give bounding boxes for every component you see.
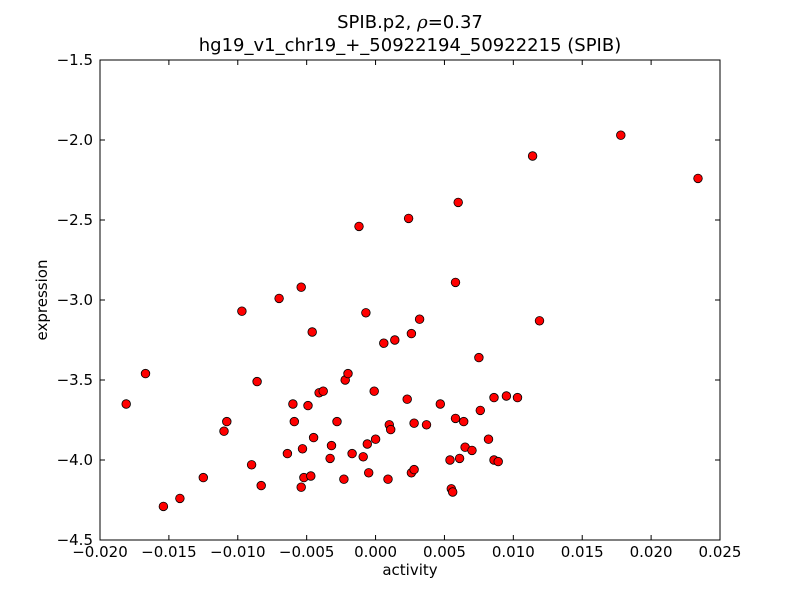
- scatter-point: [435, 399, 446, 409]
- y-axis-label: expression: [33, 259, 51, 341]
- rho-symbol: ρ: [417, 12, 428, 33]
- scatter-point: [448, 487, 458, 497]
- x-tick-label: 0.015: [561, 543, 604, 561]
- scatter-point: [450, 277, 461, 288]
- scatter-point: [252, 376, 262, 387]
- scatter-point: [237, 306, 247, 316]
- scatter-point: [297, 444, 308, 454]
- scatter-point: [454, 453, 465, 464]
- scatter-point: [121, 399, 131, 409]
- scatter-point: [282, 448, 293, 459]
- scatter-point: [347, 448, 357, 459]
- y-tick-label: −4.0: [57, 451, 93, 469]
- scatter-point: [493, 456, 503, 467]
- scatter-point: [361, 308, 371, 318]
- x-tick-label: −0.020: [72, 543, 128, 561]
- scatter-point: [512, 392, 523, 403]
- y-tick-label: −3.0: [57, 291, 93, 309]
- scatter-point: [379, 338, 389, 348]
- x-axis-label: activity: [382, 561, 438, 579]
- plot-frame: [99, 59, 721, 541]
- scatter-point: [325, 453, 335, 464]
- scatter-point: [296, 282, 306, 292]
- y-tick-label: −2.5: [57, 211, 93, 229]
- scatter-point: [409, 418, 419, 428]
- scatter-point: [467, 445, 477, 456]
- scatter-point: [175, 493, 185, 504]
- scatter-point: [386, 424, 396, 435]
- scatter-point: [406, 328, 417, 339]
- scatter-point: [450, 413, 461, 424]
- scatter-point: [222, 416, 232, 427]
- scatter-point: [474, 352, 484, 363]
- scatter-point: [445, 455, 455, 465]
- scatter-point: [369, 386, 379, 396]
- chart-title: SPIB.p2, ρ=0.37: [100, 12, 720, 34]
- x-tick-label: −0.015: [141, 543, 197, 561]
- scatter-point: [140, 368, 151, 379]
- scatter-point: [326, 440, 337, 451]
- scatter-point: [318, 386, 328, 396]
- x-tick-label: −0.005: [279, 543, 335, 561]
- scatter-point: [339, 474, 349, 484]
- scatter-point: [370, 434, 381, 444]
- scatter-point: [306, 471, 316, 481]
- scatter-point: [693, 173, 703, 184]
- scatter-point: [459, 416, 469, 427]
- scatter-point: [364, 468, 374, 478]
- scatter-point: [307, 327, 317, 337]
- chart-title-text: SPIB.p2,: [337, 12, 418, 33]
- scatter-point: [198, 472, 209, 483]
- scatter-point: [358, 452, 368, 462]
- y-axis-ticks: −1.5 −2.0 −2.5 −3.0 −3.5 −4.0 −4.5: [57, 51, 720, 549]
- x-tick-label: −0.010: [210, 543, 266, 561]
- scatter-point: [616, 130, 626, 140]
- data-points: [121, 130, 703, 512]
- scatter-point: [296, 482, 306, 492]
- scatter-point: [158, 501, 169, 512]
- scatter-point: [354, 221, 364, 232]
- scatter-point: [343, 368, 353, 379]
- scatter-point: [534, 316, 545, 326]
- scatter-point: [475, 405, 486, 416]
- x-tick-label: 0.010: [492, 543, 535, 561]
- scatter-point: [414, 314, 425, 324]
- scatter-point: [288, 399, 298, 409]
- scatter-point: [274, 293, 284, 304]
- scatter-point: [527, 151, 538, 161]
- chart-subtitle: hg19_v1_chr19_+_50922194_50922215 (SPIB): [198, 35, 622, 56]
- scatter-point: [453, 197, 463, 208]
- scatter-point: [421, 420, 432, 430]
- y-tick-label: −4.5: [57, 531, 93, 549]
- scatter-point: [390, 335, 400, 345]
- scatter-point: [246, 460, 257, 470]
- scatter-point: [308, 432, 319, 443]
- scatter-point: [402, 394, 412, 404]
- scatter-point: [362, 439, 373, 449]
- x-axis-ticks: −0.020 −0.015 −0.010 −0.005 0.000 0.005 0.010 0…: [72, 60, 741, 561]
- y-tick-label: −1.5: [57, 51, 93, 69]
- scatter-point: [289, 416, 300, 427]
- x-tick-label: 0.025: [699, 543, 742, 561]
- scatter-point: [219, 426, 229, 436]
- x-tick-label: 0.000: [354, 543, 397, 561]
- rho-value: =0.37: [427, 12, 483, 33]
- scatter-point: [256, 480, 266, 491]
- scatter-point: [303, 400, 313, 411]
- x-tick-label: 0.020: [630, 543, 673, 561]
- scatter-point: [403, 213, 414, 224]
- y-tick-label: −3.5: [57, 371, 93, 389]
- x-tick-label: 0.005: [423, 543, 466, 561]
- y-tick-label: −2.0: [57, 131, 93, 149]
- scatter-point: [383, 474, 393, 484]
- scatter-point: [489, 392, 499, 403]
- scatter-point: [483, 434, 494, 444]
- scatter-point: [332, 416, 342, 427]
- scatter-point: [409, 464, 419, 475]
- scatter-point: [501, 391, 512, 401]
